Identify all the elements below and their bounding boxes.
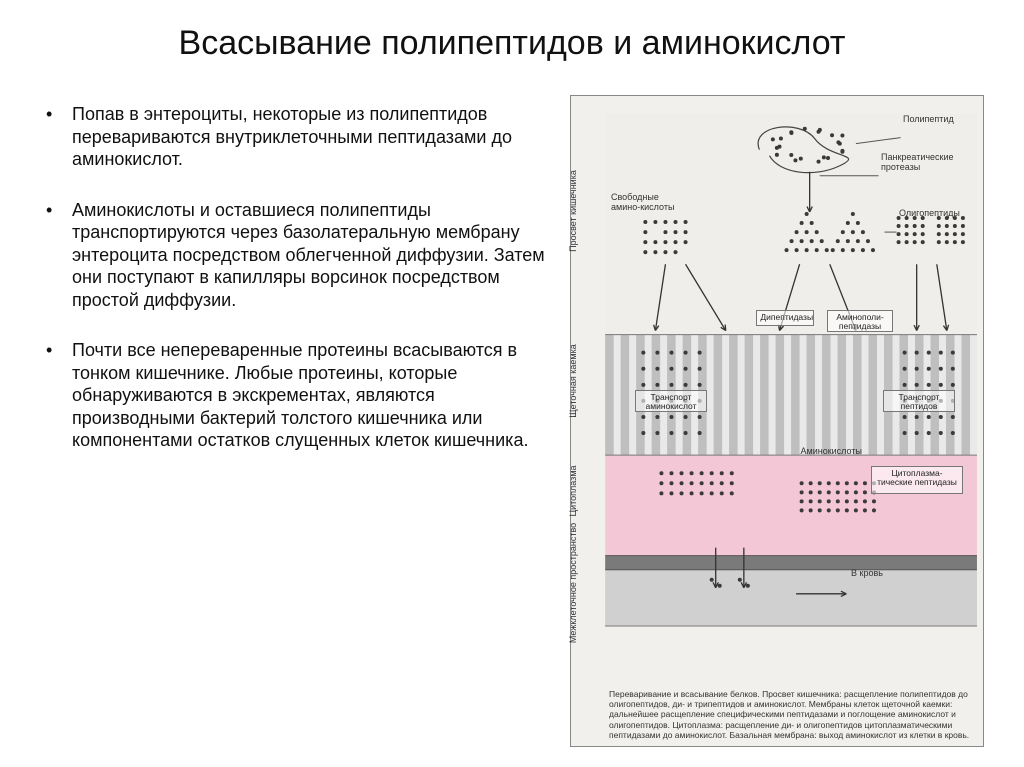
diagram-label: Полипептид [903, 114, 954, 124]
bullet-column: Попав в энтероциты, некоторые из полипеп… [40, 95, 550, 747]
region-label: Просвет кишечника [568, 170, 578, 252]
bullet-item: Аминокислоты и оставшиеся полипептиды тр… [40, 199, 550, 312]
diagram-box: Транспорт аминокислот [635, 390, 707, 412]
diagram-label: Свободные амино-кислоты [611, 192, 675, 212]
bullet-item: Почти все непереваренные протеины всасыв… [40, 339, 550, 452]
bullet-item: Попав в энтероциты, некоторые из полипеп… [40, 103, 550, 171]
region-label: Межклеточное пространство [568, 523, 578, 643]
diagram-label: Панкреатические протеазы [881, 152, 975, 172]
diagram-label: Олигопептиды [899, 208, 960, 218]
diagram-box: Дипептидазы [756, 310, 814, 326]
diagram-box: Цитоплазма-тические пептидазы [871, 466, 963, 494]
content-row: Попав в энтероциты, некоторые из полипеп… [40, 95, 984, 747]
diagram-box: Аминополи-пептидазы [827, 310, 893, 332]
diagram-box: Транспорт пептидов [883, 390, 955, 412]
region-label: Цитоплазма [568, 465, 578, 516]
page-title: Всасывание полипептидов и аминокислот [40, 24, 984, 63]
diagram-label: Аминокислоты [801, 446, 862, 456]
diagram-label: В кровь [851, 568, 883, 578]
diagram-caption: Переваривание и всасывание белков. Просв… [609, 689, 973, 740]
diagram-panel: Дипептидазы Аминополи-пептидазы Транспорт … [570, 95, 984, 747]
region-label: Щеточная каемка [568, 344, 578, 418]
